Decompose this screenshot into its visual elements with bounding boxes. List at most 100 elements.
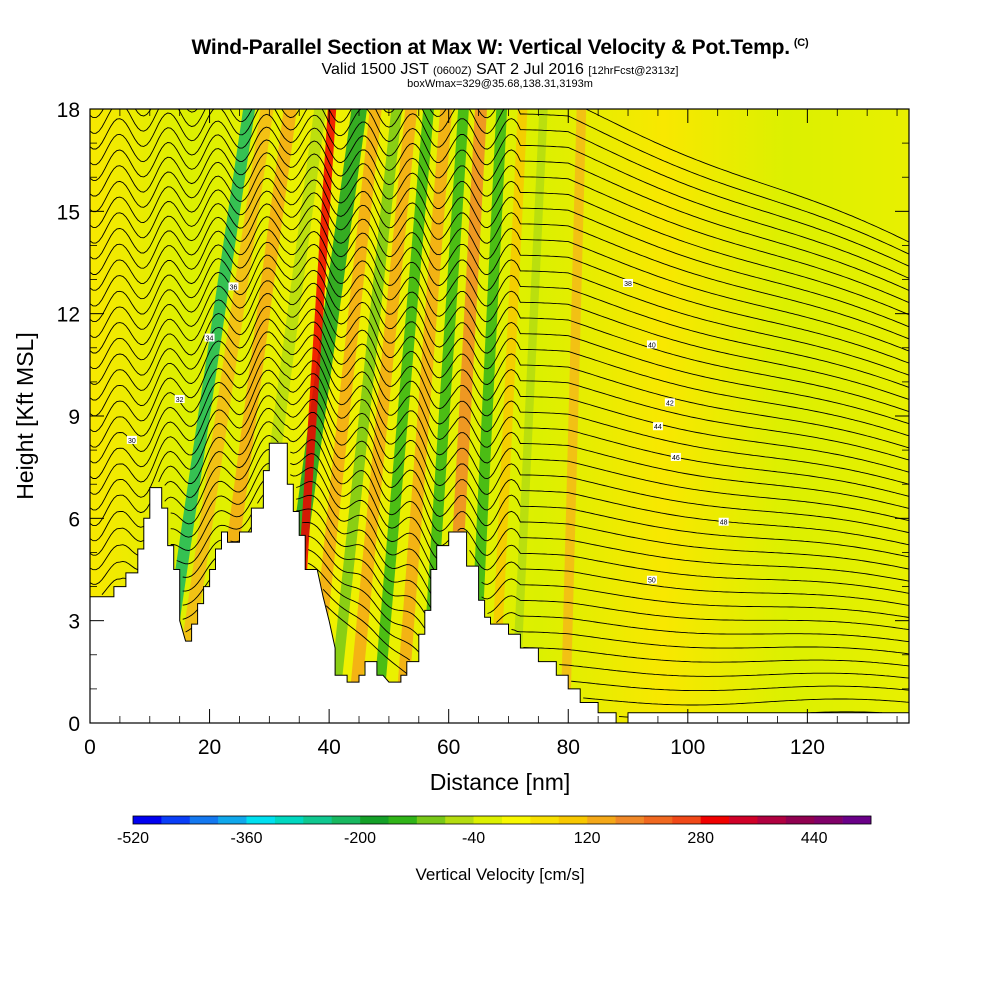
theta-contour-16	[90, 369, 909, 522]
contour-label-bg	[664, 398, 675, 407]
theta-contour-2	[185, 562, 909, 692]
theta-contour-24	[90, 267, 909, 425]
contour-label-bg	[228, 282, 239, 291]
colorbar-swatch	[274, 816, 304, 824]
velocity-band-9	[371, 109, 434, 723]
theta-contour-17	[90, 356, 909, 509]
colorbar: -520 -360 -200 -40 120 280 440	[117, 815, 872, 847]
contour-label: 50	[648, 578, 656, 585]
theta-contour-12	[90, 421, 909, 570]
theta-contour-26	[90, 241, 909, 400]
theta-contour-21	[90, 305, 909, 461]
terrain-mask	[90, 442, 909, 723]
theta-contours: 30 32 34 36 38 40 42 44 46 48 50	[90, 109, 909, 718]
y-axis-label: Height [Kft MSL]	[12, 332, 38, 499]
contour-label: 44	[654, 424, 662, 431]
y-tick-label: 0	[68, 713, 80, 736]
x-tick-label: 80	[557, 736, 580, 759]
velocity-band-1	[170, 109, 274, 723]
colorbar-swatch	[416, 816, 446, 824]
theta-contour-36	[90, 113, 909, 279]
vertical-velocity-field: 30 32 34 36 38 40 42 44 46 48 50	[90, 109, 909, 723]
x-axis-label: Distance [nm]	[430, 769, 571, 795]
theta-contour-18	[90, 344, 909, 497]
theta-contour-31	[90, 177, 909, 340]
colorbar-swatch	[502, 816, 531, 824]
colorbar-tick-label: 120	[574, 830, 601, 847]
theta-contour-3	[182, 549, 909, 679]
contour-label: 46	[672, 455, 680, 462]
velocity-band-10	[394, 109, 453, 723]
colorbar-swatch	[672, 816, 701, 824]
contour-label: 32	[176, 397, 184, 404]
theta-contour-22	[90, 293, 909, 449]
x-tick-label: 20	[198, 736, 221, 759]
x-tick-label: 100	[670, 736, 705, 759]
theta-contour-38	[90, 109, 909, 255]
contour-label: 38	[624, 281, 632, 288]
contour-label-bg	[204, 333, 215, 342]
theta-contour-28	[90, 216, 909, 376]
theta-contour-8	[101, 480, 909, 618]
theta-contour-13	[90, 407, 909, 558]
contour-label-bg	[646, 340, 657, 349]
contour-label: 30	[128, 438, 136, 445]
x-tick-label: 0	[84, 736, 96, 759]
y-tick-label: 15	[57, 201, 80, 224]
colorbar-swatch	[331, 816, 361, 824]
colorbar-tick-label: -520	[117, 830, 149, 847]
y-tick-label: 12	[57, 304, 80, 327]
colorbar-frame	[132, 815, 872, 825]
theta-contour-0	[325, 605, 883, 718]
contour-label-bg	[174, 394, 185, 403]
colorbar-swatch	[445, 816, 474, 824]
colorbar-swatch	[388, 816, 418, 824]
theta-contour-1	[322, 588, 909, 706]
velocity-band-15	[510, 109, 548, 723]
theta-contour-15	[90, 382, 909, 534]
colorbar-swatch	[785, 816, 815, 824]
colorbar-swatch	[587, 816, 616, 824]
y-tick-label: 9	[68, 406, 80, 429]
colorbar-label: Vertical Velocity [cm/s]	[415, 865, 584, 884]
theta-contour-11	[90, 435, 909, 582]
theta-contour-10	[90, 448, 909, 594]
contour-label: 48	[720, 520, 728, 527]
colorbar-swatch	[700, 816, 730, 824]
colorbar-swatch	[360, 816, 389, 824]
colorbar-swatch	[814, 816, 843, 824]
velocity-band-8	[347, 109, 418, 723]
colorbar-swatch	[246, 816, 276, 824]
theta-contour-37	[90, 109, 909, 267]
theta-contour-35	[90, 126, 909, 291]
contour-label-bg	[126, 435, 137, 444]
copyright-mark: (C)	[793, 37, 809, 49]
contour-label-bg	[670, 452, 681, 461]
contour-label: 42	[666, 400, 674, 407]
colorbar-tick-label: -360	[231, 830, 263, 847]
contour-label: 40	[648, 342, 656, 349]
colorbar-swatch	[133, 816, 162, 824]
colorbar-swatch	[161, 816, 191, 824]
theta-contour-5	[182, 521, 909, 655]
contour-label: 36	[230, 284, 238, 291]
x-tick-label: 60	[437, 736, 460, 759]
colorbar-swatch	[729, 816, 758, 824]
theta-contour-34	[90, 139, 909, 304]
colorbar-swatch	[218, 816, 247, 824]
colorbar-swatch	[615, 816, 645, 824]
theta-contour-29	[90, 203, 909, 364]
velocity-band-6	[305, 109, 382, 723]
contour-label-bg	[718, 517, 729, 526]
contour-label-bg	[646, 575, 657, 584]
colorbar-tick-label: -200	[344, 830, 376, 847]
x-tick-label: 40	[317, 736, 340, 759]
box-max-info: boxWmax=329@35.68,138.31,3193m	[407, 78, 593, 90]
chart-title: Wind-Parallel Section at Max W: Vertical…	[191, 36, 809, 59]
velocity-band-14	[488, 109, 528, 723]
colorbar-swatch	[189, 816, 219, 824]
x-tick-label: 120	[790, 736, 825, 759]
contour-label-bg	[652, 422, 663, 431]
